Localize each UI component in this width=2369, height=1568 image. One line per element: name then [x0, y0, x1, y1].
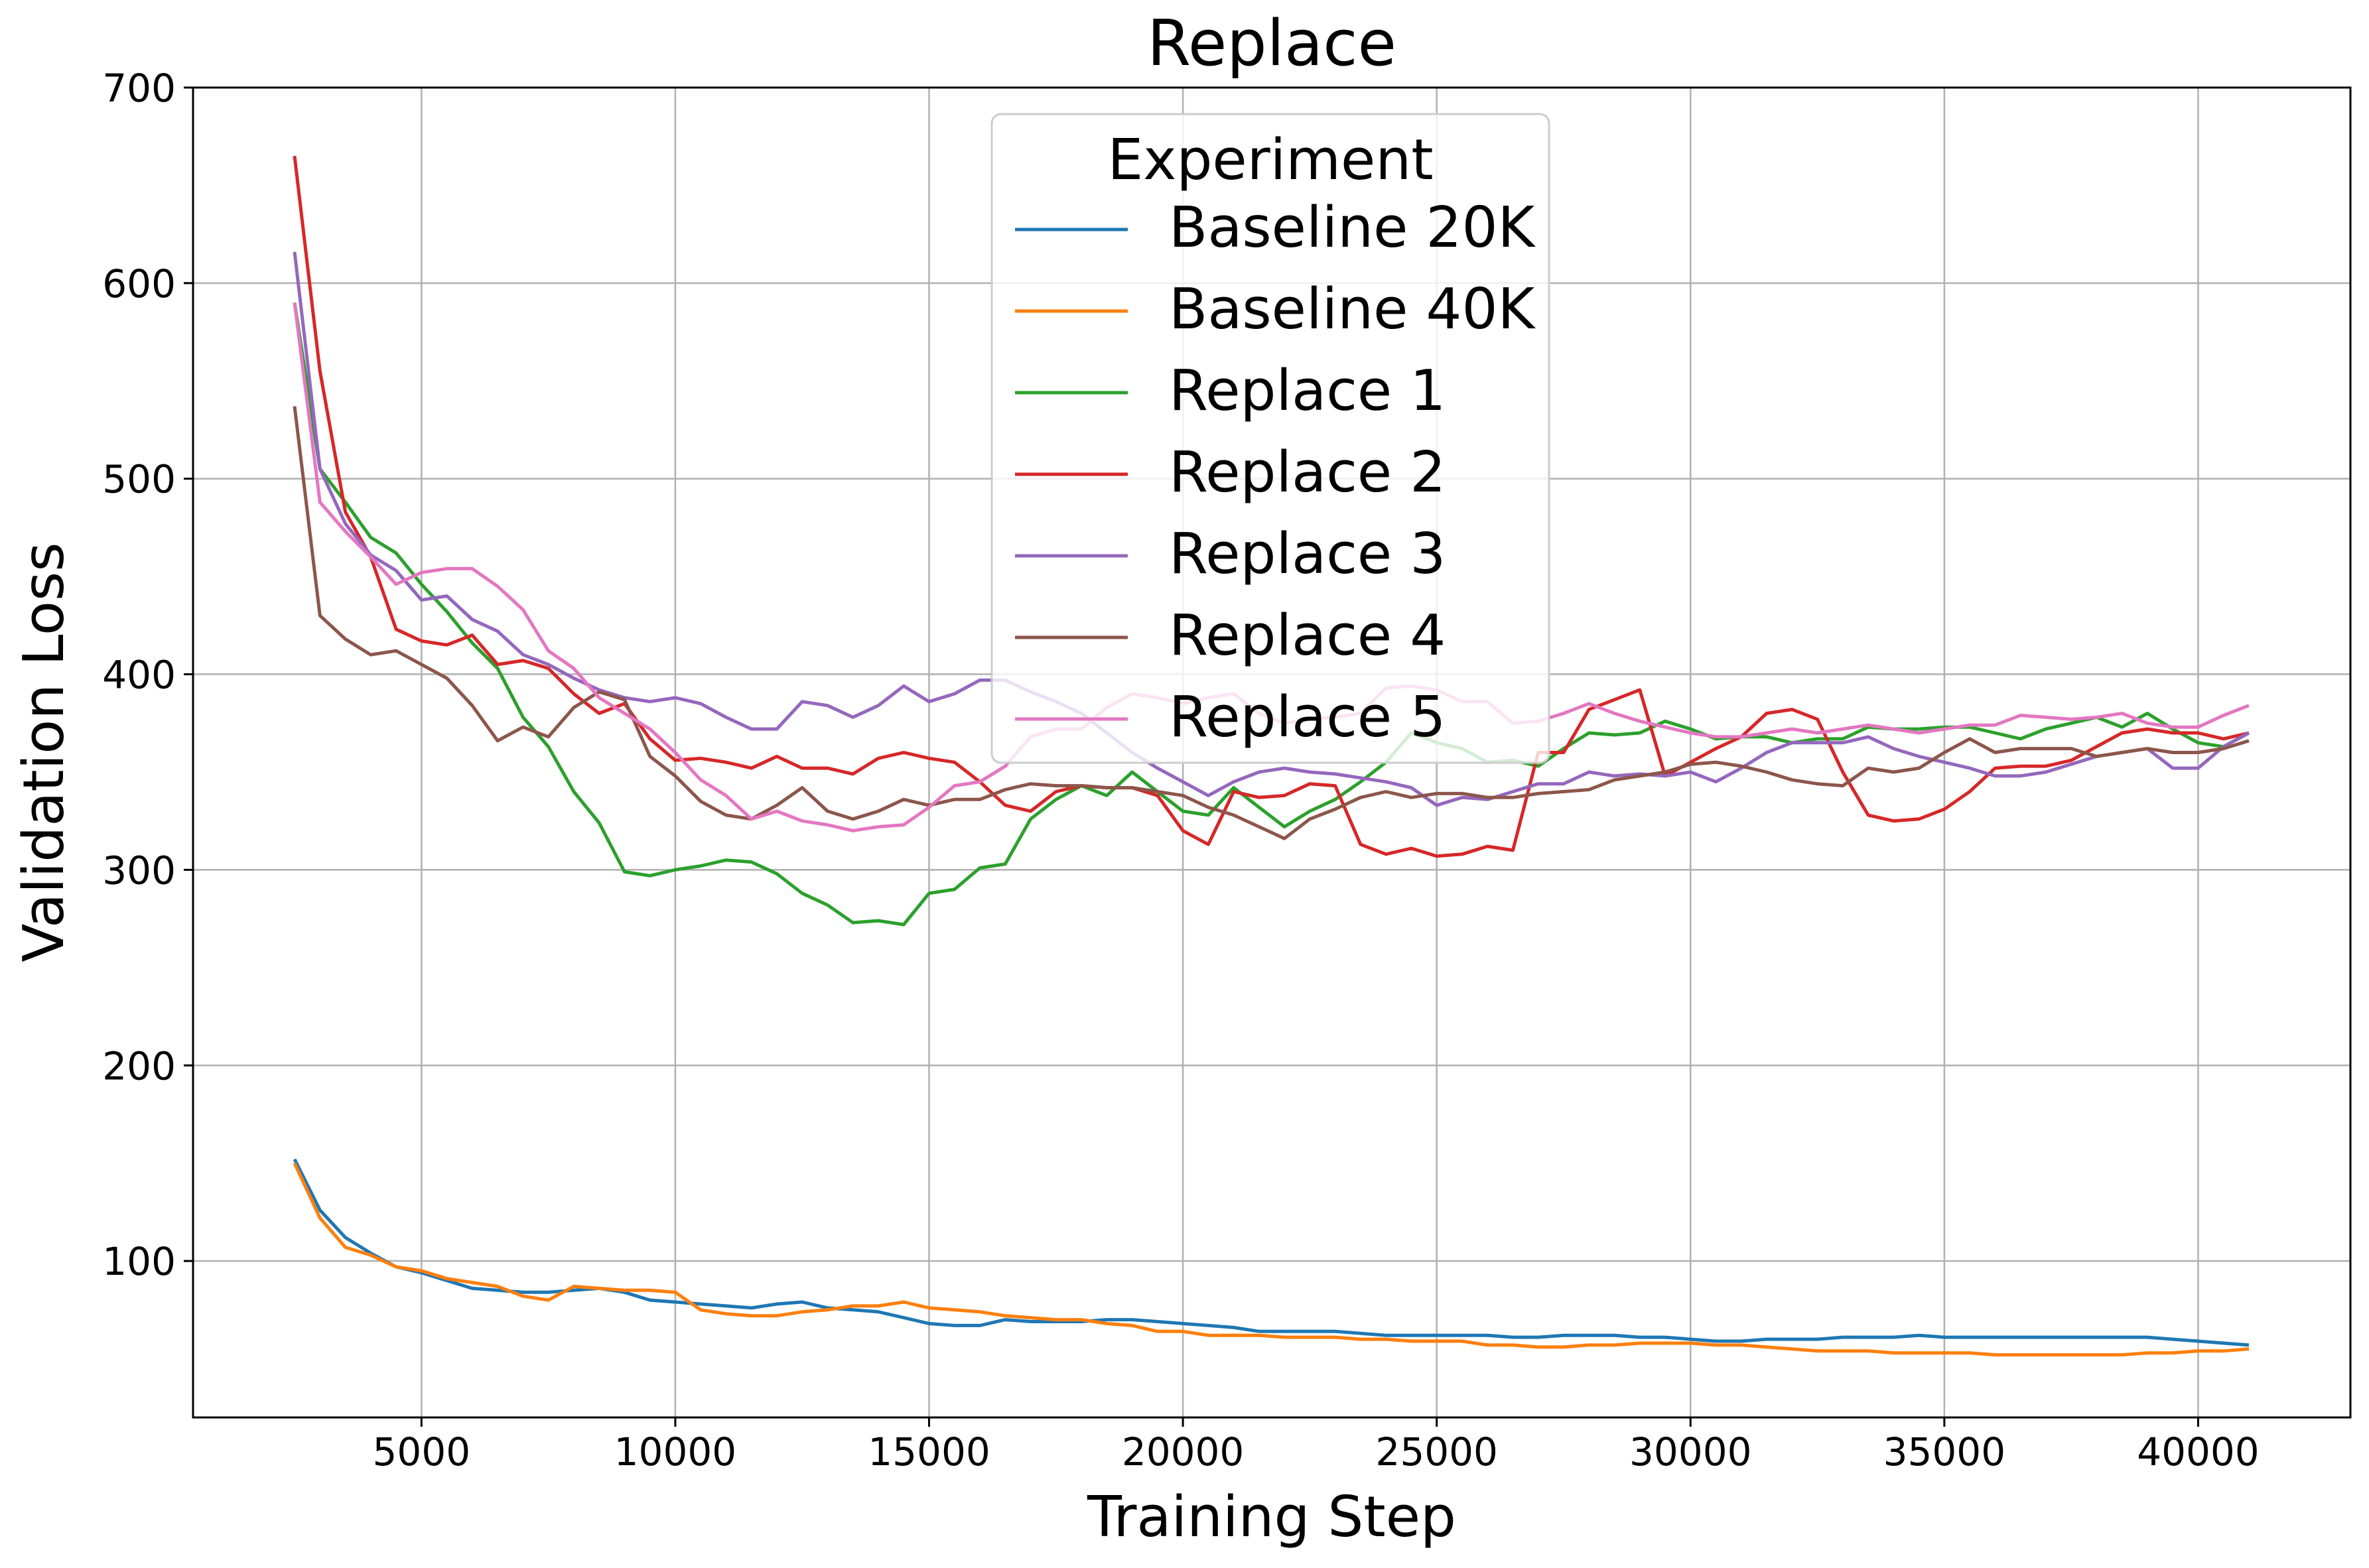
- chart-title: Replace: [1147, 7, 1396, 80]
- axis-ticks: 5000 10000 15000 20000 25000 30000 35000 40000 1…: [102, 66, 2259, 1474]
- y-tick-label: 400: [102, 653, 176, 698]
- x-axis-label: Training Step: [1087, 1484, 1456, 1550]
- plot-frame: [192, 86, 2352, 1419]
- y-axis-label: Validation Loss: [11, 542, 77, 962]
- y-tick-label: 200: [102, 1043, 176, 1088]
- legend-label-3: Replace 1: [1169, 358, 1446, 424]
- series-line-6: [293, 406, 2250, 840]
- series-line-2: [293, 1162, 2250, 1357]
- x-tick-label: 30000: [1629, 1429, 1752, 1474]
- legend-label-1: Baseline 20K: [1169, 195, 1536, 261]
- legend-label-6: Replace 4: [1169, 603, 1446, 669]
- x-tick-label: 5000: [373, 1429, 471, 1474]
- legend-label-7: Replace 5: [1169, 685, 1446, 750]
- legend-label-2: Baseline 40K: [1169, 277, 1536, 342]
- legend-label-4: Replace 2: [1169, 440, 1446, 505]
- legend-label-5: Replace 3: [1169, 521, 1446, 587]
- y-tick-label: 600: [102, 261, 176, 306]
- x-tick-label: 25000: [1375, 1429, 1498, 1474]
- y-tick-label: 300: [102, 848, 176, 893]
- legend-box: [990, 113, 1550, 764]
- x-tick-label: 40000: [2137, 1429, 2260, 1474]
- y-tick-label: 700: [102, 66, 176, 111]
- x-tick-label: 15000: [868, 1429, 990, 1474]
- y-tick-label: 100: [102, 1239, 176, 1284]
- x-tick-label: 20000: [1122, 1429, 1245, 1474]
- y-tick-label: 500: [102, 457, 176, 502]
- x-tick-label: 35000: [1883, 1429, 2006, 1474]
- series-line-5: [293, 251, 2250, 807]
- legend: Experiment Baseline 20K Baseline 40K Repla…: [990, 113, 1550, 764]
- series-line-3: [293, 302, 2250, 927]
- x-tick-label: 10000: [614, 1429, 737, 1474]
- legend-title: Experiment: [1107, 127, 1433, 193]
- series-line-4: [293, 155, 2250, 858]
